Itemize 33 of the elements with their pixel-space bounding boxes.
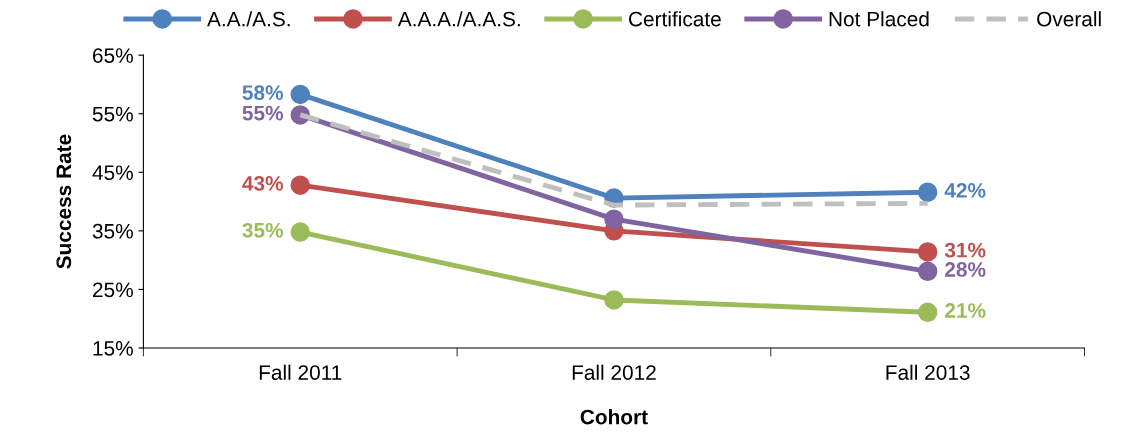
x-tick-label: Fall 2013 <box>886 364 970 380</box>
point <box>917 302 938 322</box>
x-axis-title: Cohort <box>580 409 648 425</box>
data-label: 42% <box>944 183 986 198</box>
point <box>604 209 624 229</box>
point <box>917 261 938 281</box>
y-tick-label: 55% <box>92 106 133 122</box>
data-label: 55% <box>242 105 284 121</box>
data-label: 31% <box>944 242 986 258</box>
x-tick-label: Fall 2011 <box>259 364 342 380</box>
x-tick-label: Fall 2012 <box>572 364 656 380</box>
point <box>290 84 310 105</box>
point <box>917 242 938 262</box>
data-label: 28% <box>945 262 986 277</box>
y-tick-label: 65% <box>93 48 133 63</box>
point <box>917 182 938 202</box>
y-tick-label: 25% <box>93 282 133 298</box>
y-axis-title: Success Rate <box>56 134 72 269</box>
data-label: 21% <box>945 303 986 318</box>
legend-label: Overall <box>1037 11 1101 27</box>
y-tick-label: 35% <box>92 223 133 239</box>
data-label: 43% <box>242 176 284 191</box>
legend-label: Certificate <box>629 11 721 27</box>
point <box>604 290 624 310</box>
legend-label: Not Placed <box>829 11 929 27</box>
data-label: 58% <box>242 85 284 101</box>
y-tick-label: 45% <box>92 165 133 181</box>
point <box>290 175 310 195</box>
point <box>290 222 310 242</box>
data-label: 35% <box>242 222 284 238</box>
legend-label: A.A./A.S. <box>207 11 290 27</box>
legend-label: A.A.A./A.A.S. <box>397 11 520 27</box>
y-tick-label: 15% <box>93 341 133 356</box>
